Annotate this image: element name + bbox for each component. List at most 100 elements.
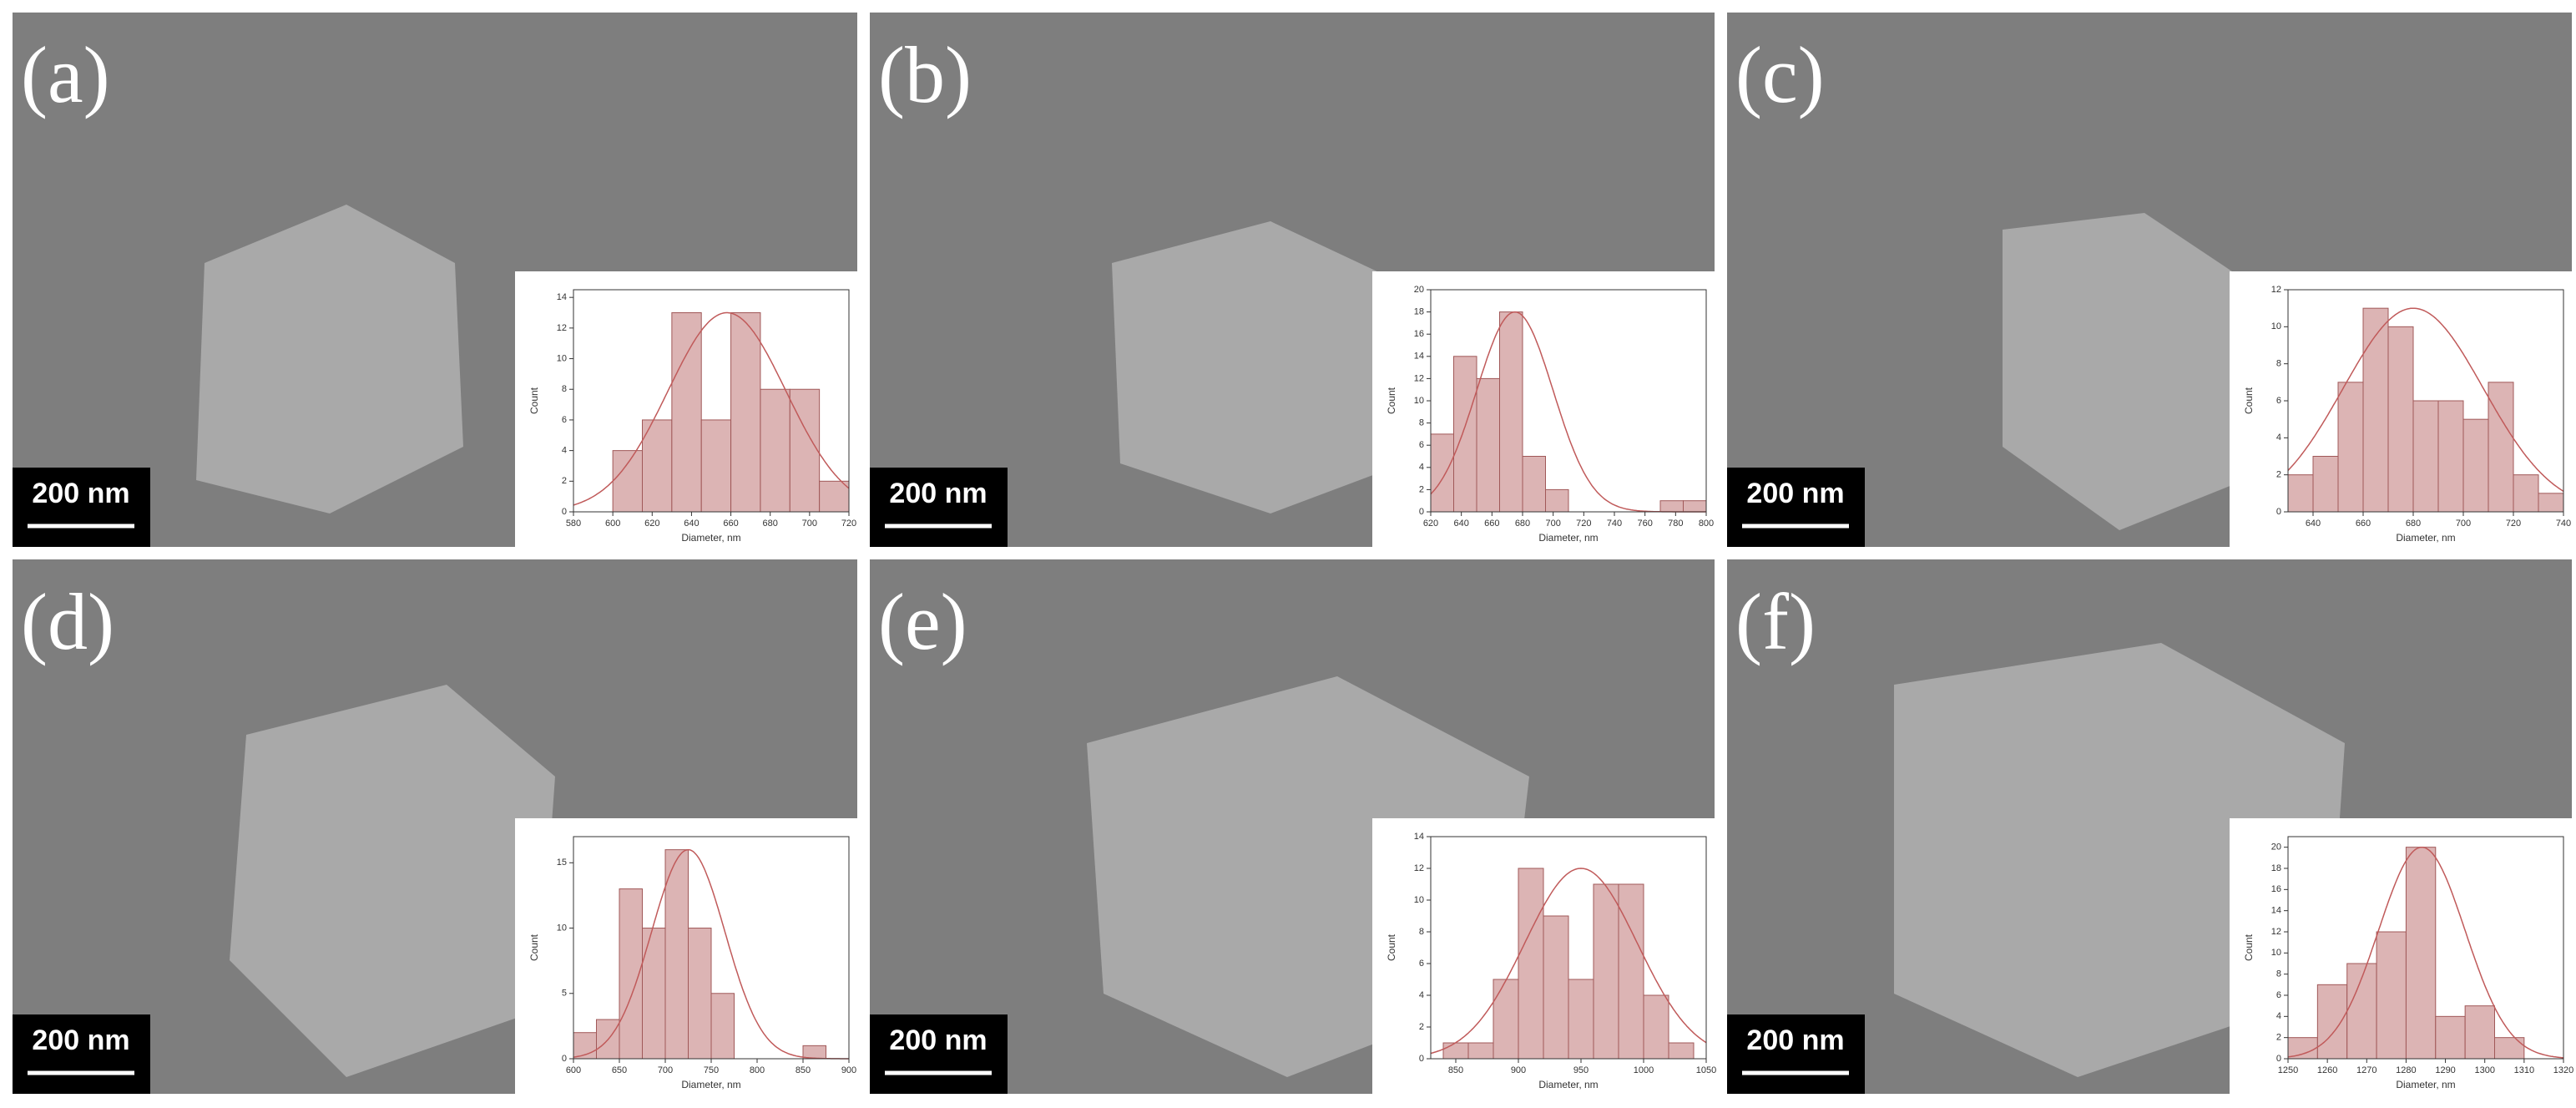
- x-tick-label: 780: [1668, 519, 1683, 529]
- x-axis-label: Diameter, nm: [681, 1079, 740, 1090]
- plot-frame: [2287, 836, 2564, 1060]
- x-tick-label: 720: [1576, 519, 1591, 529]
- y-tick-label: 14: [2271, 906, 2281, 916]
- bar: [1618, 883, 1644, 1060]
- x-tick-label: 1300: [2474, 1065, 2494, 1075]
- bar: [760, 388, 790, 513]
- y-tick-label: 0: [2276, 1054, 2281, 1064]
- x-tick-label: 760: [1637, 519, 1652, 529]
- y-axis-label: Count: [528, 933, 540, 961]
- y-tick-label: 0: [1419, 507, 1424, 517]
- y-axis-label: Count: [1386, 387, 1397, 414]
- bar: [642, 419, 673, 513]
- inset-histogram: 0 5 10 15 600 650 700 750 800 850 900 Diameter, nm C…: [515, 818, 857, 1094]
- bar: [819, 480, 850, 513]
- bar: [1453, 356, 1477, 513]
- inset-histogram: 0 2 4 6 8 10 12 14 16 18 20 1250 1260 1270 1280 1290 130…: [2230, 818, 2573, 1094]
- x-tick-label: 850: [796, 1065, 811, 1075]
- panel-label: (f): [1735, 577, 1816, 666]
- x-tick-label: 900: [1511, 1065, 1526, 1075]
- y-tick-label: 0: [562, 507, 567, 517]
- y-tick-label: 2: [562, 476, 567, 486]
- plot-frame: [573, 836, 850, 1060]
- particle: [196, 205, 463, 514]
- panel: (b) 200 nm 0 2 4 6 8 10 12 14 16 18 20 620 640 660 680 70…: [870, 13, 1715, 547]
- y-tick-label: 6: [562, 415, 567, 425]
- fit-curve: [573, 848, 849, 1060]
- y-tick-label: 6: [1419, 959, 1424, 969]
- y-tick-label: 8: [1419, 418, 1424, 428]
- x-tick-label: 700: [1545, 519, 1560, 529]
- bar: [1659, 500, 1684, 513]
- bar: [642, 928, 666, 1060]
- x-tick-label: 1320: [2553, 1065, 2573, 1075]
- x-tick-label: 750: [704, 1065, 719, 1075]
- bar: [2488, 382, 2514, 513]
- scale-bar-box: [1727, 468, 1865, 547]
- bar: [1430, 433, 1454, 513]
- bar: [688, 928, 712, 1060]
- y-tick-label: 12: [2271, 285, 2281, 295]
- bar: [2435, 1015, 2466, 1060]
- x-tick-label: 620: [1423, 519, 1438, 529]
- scale-bar-box: [1727, 1014, 1865, 1094]
- y-tick-label: 6: [1419, 440, 1424, 450]
- y-tick-label: 16: [2271, 884, 2281, 894]
- x-tick-label: 850: [1448, 1065, 1463, 1075]
- scale-bar-label: 200 nm: [32, 1025, 129, 1056]
- y-tick-label: 14: [557, 292, 567, 302]
- bar: [2464, 1005, 2495, 1060]
- x-tick-label: 1310: [2514, 1065, 2534, 1075]
- plot-frame: [573, 289, 850, 513]
- x-tick-label: 950: [1573, 1065, 1589, 1075]
- bar: [2412, 400, 2439, 513]
- y-tick-label: 8: [2276, 969, 2281, 979]
- x-tick-label: 700: [658, 1065, 673, 1075]
- x-tick-label: 740: [1607, 519, 1622, 529]
- x-tick-label: 740: [2556, 519, 2571, 529]
- y-tick-label: 14: [1414, 352, 1424, 362]
- y-tick-label: 18: [1414, 307, 1424, 317]
- bar: [2376, 931, 2407, 1060]
- y-tick-label: 8: [2276, 359, 2281, 369]
- panel: (a) 200 nm 0 2 4 6 8 10 12 14 580 600 620 640 660 680 70…: [13, 13, 857, 547]
- particle: [230, 685, 555, 1077]
- inset-histogram: 0 2 4 6 8 10 12 14 850 900 950 1000 1050 Diameter, nm…: [1372, 818, 1716, 1094]
- bar: [612, 450, 644, 513]
- bar: [1499, 311, 1523, 513]
- scale-bar-label: 200 nm: [889, 1025, 987, 1056]
- x-tick-label: 680: [763, 519, 778, 529]
- y-axis-label: Count: [2243, 933, 2255, 961]
- y-tick-label: 2: [1419, 1022, 1424, 1032]
- y-tick-label: 4: [1419, 463, 1424, 473]
- x-tick-label: 680: [2406, 519, 2421, 529]
- x-tick-label: 720: [841, 519, 856, 529]
- x-tick-label: 660: [723, 519, 738, 529]
- bar: [2387, 326, 2414, 513]
- y-tick-label: 4: [2276, 433, 2281, 443]
- x-tick-label: 720: [2506, 519, 2521, 529]
- y-tick-label: 2: [2276, 1033, 2281, 1043]
- particle: [2003, 213, 2245, 530]
- y-tick-label: 16: [1414, 329, 1424, 339]
- bar: [664, 849, 689, 1060]
- y-tick-label: 14: [1414, 832, 1424, 842]
- y-tick-label: 12: [1414, 373, 1424, 383]
- bar: [1493, 979, 1519, 1060]
- x-tick-label: 660: [1484, 519, 1499, 529]
- bar: [1467, 1042, 1494, 1060]
- x-axis-label: Diameter, nm: [1538, 532, 1598, 544]
- y-tick-label: 18: [2271, 863, 2281, 873]
- y-tick-label: 4: [2276, 1011, 2281, 1021]
- x-tick-label: 700: [2456, 519, 2471, 529]
- y-tick-label: 15: [557, 858, 567, 868]
- bar: [1643, 994, 1669, 1060]
- bar: [1545, 488, 1569, 513]
- scale-bar-label: 200 nm: [32, 478, 129, 509]
- x-tick-label: 640: [2306, 519, 2321, 529]
- inset-histogram: 0 2 4 6 8 10 12 14 16 18 20 620 640 660 680 700 720 740 76…: [1372, 271, 1715, 547]
- y-tick-label: 0: [562, 1054, 567, 1064]
- y-tick-label: 2: [2276, 470, 2281, 480]
- y-axis-label: Count: [1386, 933, 1397, 961]
- fit-curve: [573, 311, 850, 506]
